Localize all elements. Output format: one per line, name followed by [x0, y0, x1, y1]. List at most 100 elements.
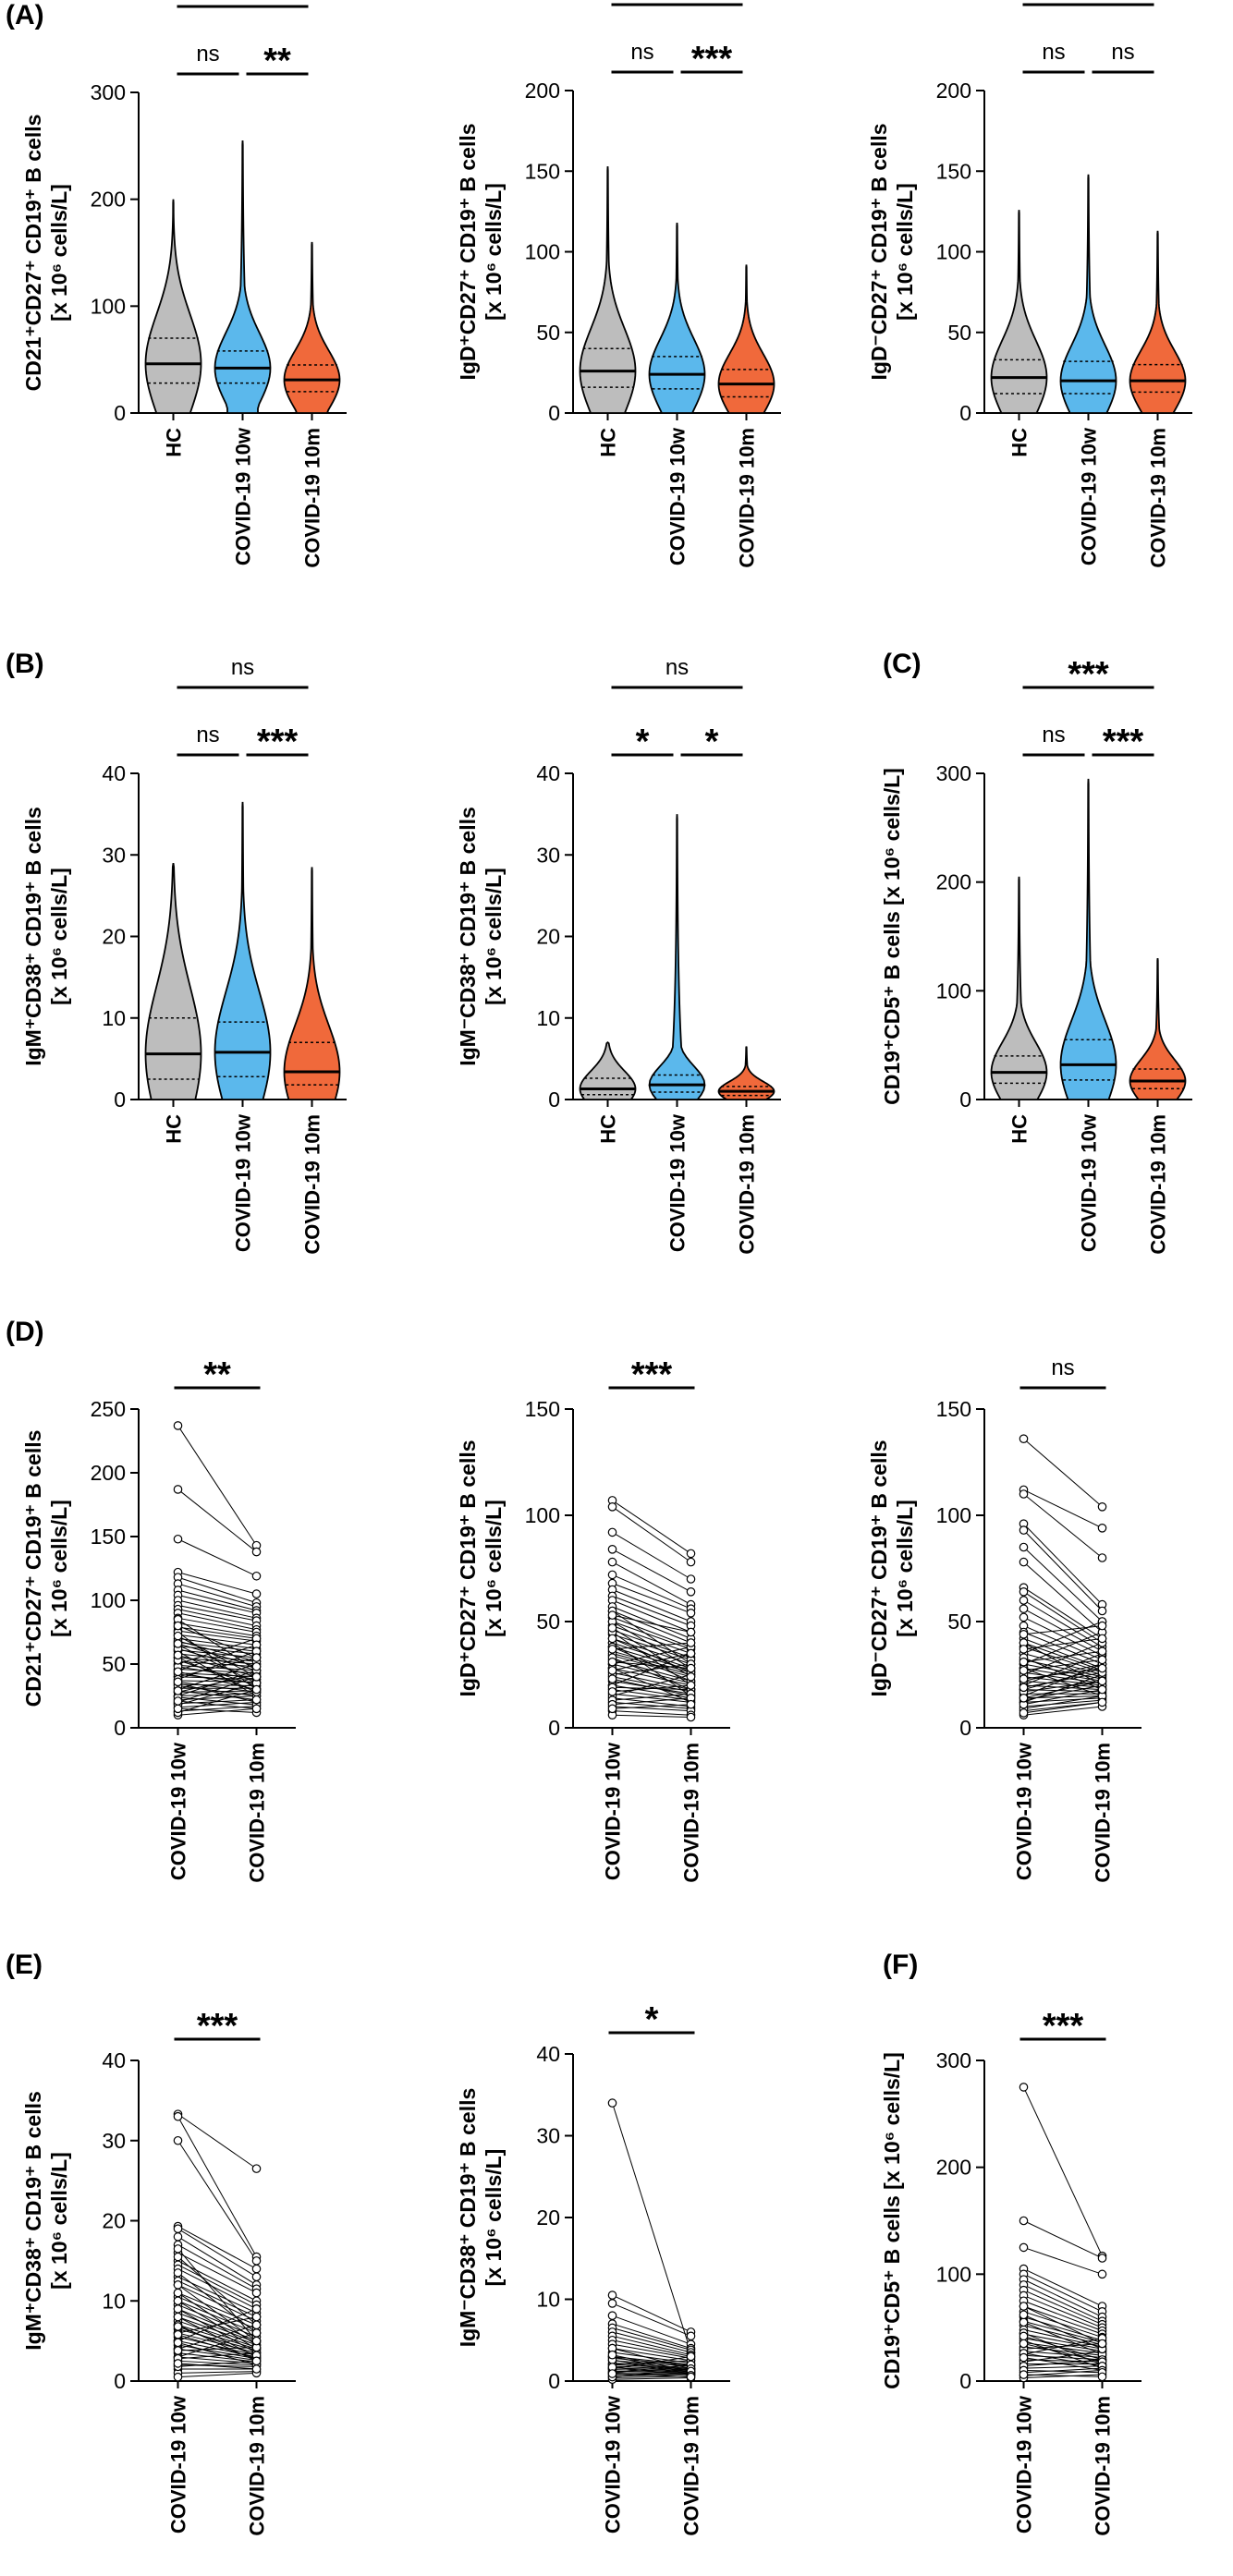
y-tick-label: 30: [102, 843, 126, 867]
x-tick-label: HC: [1008, 428, 1032, 457]
pair-line: [1023, 1523, 1103, 1605]
chart-9: 0 50 100 150 COVID-19 10w COVID-19 10m IgD⁻CD2…: [867, 1355, 1141, 1883]
violin-1: [648, 223, 706, 414]
y-axis-label: [x 10⁶ cells/L]: [482, 2149, 506, 2287]
data-point: [173, 1686, 183, 1695]
pair-line: [612, 2376, 691, 2380]
pair-line: [1023, 1646, 1103, 1673]
x-tick-label: HC: [1008, 1114, 1032, 1144]
y-axis-label: CD21⁺CD27⁺ CD19⁺ B cells: [21, 1430, 45, 1707]
pair-line: [612, 1595, 691, 1627]
data-point: [1019, 2370, 1029, 2379]
pair-line: [612, 1706, 691, 1712]
violin-1: [1059, 174, 1117, 414]
data-point: [173, 1631, 183, 1641]
pair-line: [1023, 1653, 1103, 1686]
pair-line: [177, 1684, 257, 1696]
pair-line: [177, 1572, 257, 1595]
y-tick-label: 0: [548, 1716, 560, 1740]
x-tick-label: COVID-19 10w: [602, 1742, 625, 1880]
chart-7: 0 50 100 150 200 250 COVID-19 10w COVID-19 10m C…: [21, 1355, 296, 1883]
y-axis-label: [x 10⁶ cells/L]: [893, 183, 917, 321]
pair-line: [177, 1642, 257, 1652]
pair-line: [1023, 2357, 1103, 2371]
y-tick-label: 10: [102, 2289, 126, 2313]
pair-line: [177, 2328, 257, 2351]
y-tick-label: 300: [936, 761, 971, 785]
data-point: [607, 1570, 617, 1580]
pair-line: [612, 1646, 691, 1682]
data-point: [686, 1681, 696, 1690]
x-tick-label: COVID-19 10m: [246, 1743, 269, 1883]
data-point: [173, 2304, 183, 2314]
y-tick-label: 30: [536, 843, 560, 867]
data-point: [686, 1574, 696, 1584]
x-tick-label: COVID-19 10w: [1013, 2395, 1036, 2533]
y-axis-label: [x 10⁶ cells/L]: [893, 1500, 917, 1637]
pair-line: [177, 2326, 257, 2356]
data-point: [173, 1704, 183, 1714]
y-tick-label: 150: [936, 159, 971, 183]
y-axis-label: [x 10⁶ cells/L]: [482, 1500, 506, 1637]
pair-line: [612, 2348, 691, 2370]
data-point: [173, 1696, 183, 1706]
pair-line: [177, 1637, 257, 1649]
data-point: [607, 1704, 617, 1714]
pair-line: [612, 2368, 691, 2378]
pair-line: [177, 1576, 257, 1604]
significance-label: ns: [231, 655, 254, 680]
panel-label-a: (A): [6, 0, 44, 30]
pair-line: [612, 2359, 691, 2376]
data-point: [251, 2356, 262, 2366]
violin-0: [990, 210, 1048, 414]
pair-line: [1023, 1438, 1103, 1508]
data-point: [251, 2256, 262, 2266]
panel-label-d: (D): [6, 1317, 44, 1347]
data-point: [1019, 1694, 1029, 1703]
pair-line: [177, 2371, 257, 2374]
data-point: [173, 2372, 183, 2382]
x-tick-label: COVID-19 10m: [736, 428, 759, 568]
pair-line: [1023, 1642, 1103, 1686]
data-point: [607, 1557, 617, 1567]
pair-line: [177, 2140, 257, 2262]
pair-line: [177, 1654, 257, 1678]
y-tick-label: 0: [114, 401, 126, 425]
pair-line: [612, 1661, 691, 1670]
data-point: [1019, 1708, 1029, 1718]
data-point: [1019, 2317, 1029, 2327]
significance-label: ns: [1111, 40, 1134, 65]
data-point: [1097, 2269, 1107, 2279]
data-point: [1097, 1621, 1107, 1631]
pair-line: [612, 1606, 691, 1639]
data-point: [251, 2288, 262, 2298]
pair-line: [1023, 1625, 1103, 1660]
pair-line: [177, 2352, 257, 2363]
data-point: [1097, 2339, 1107, 2349]
pair-line: [177, 2308, 257, 2354]
pair-line: [177, 2360, 257, 2366]
data-point: [173, 2252, 183, 2262]
pair-line: [612, 1599, 691, 1633]
pair-line: [1023, 2220, 1103, 2259]
pair-line: [1023, 1680, 1103, 1699]
pair-line: [177, 2292, 257, 2346]
pair-line: [177, 1671, 257, 1691]
pair-line: [612, 1653, 691, 1686]
pair-line: [177, 2228, 257, 2278]
pair-line: [1023, 2246, 1103, 2275]
pair-line: [1023, 2332, 1103, 2366]
data-point: [251, 2364, 262, 2374]
pair-line: [612, 2323, 691, 2350]
pair-line: [1023, 2352, 1103, 2367]
pair-line: [612, 1616, 691, 1648]
significance-label: ns: [665, 655, 689, 680]
data-point: [251, 2336, 262, 2346]
data-point: [1019, 1683, 1029, 1693]
y-tick-label: 50: [947, 321, 971, 345]
pair-line: [612, 1627, 691, 1678]
pair-line: [177, 2300, 257, 2334]
data-point: [607, 2350, 617, 2360]
x-tick-label: COVID-19 10w: [666, 1113, 690, 1252]
pair-line: [1023, 1547, 1103, 1622]
